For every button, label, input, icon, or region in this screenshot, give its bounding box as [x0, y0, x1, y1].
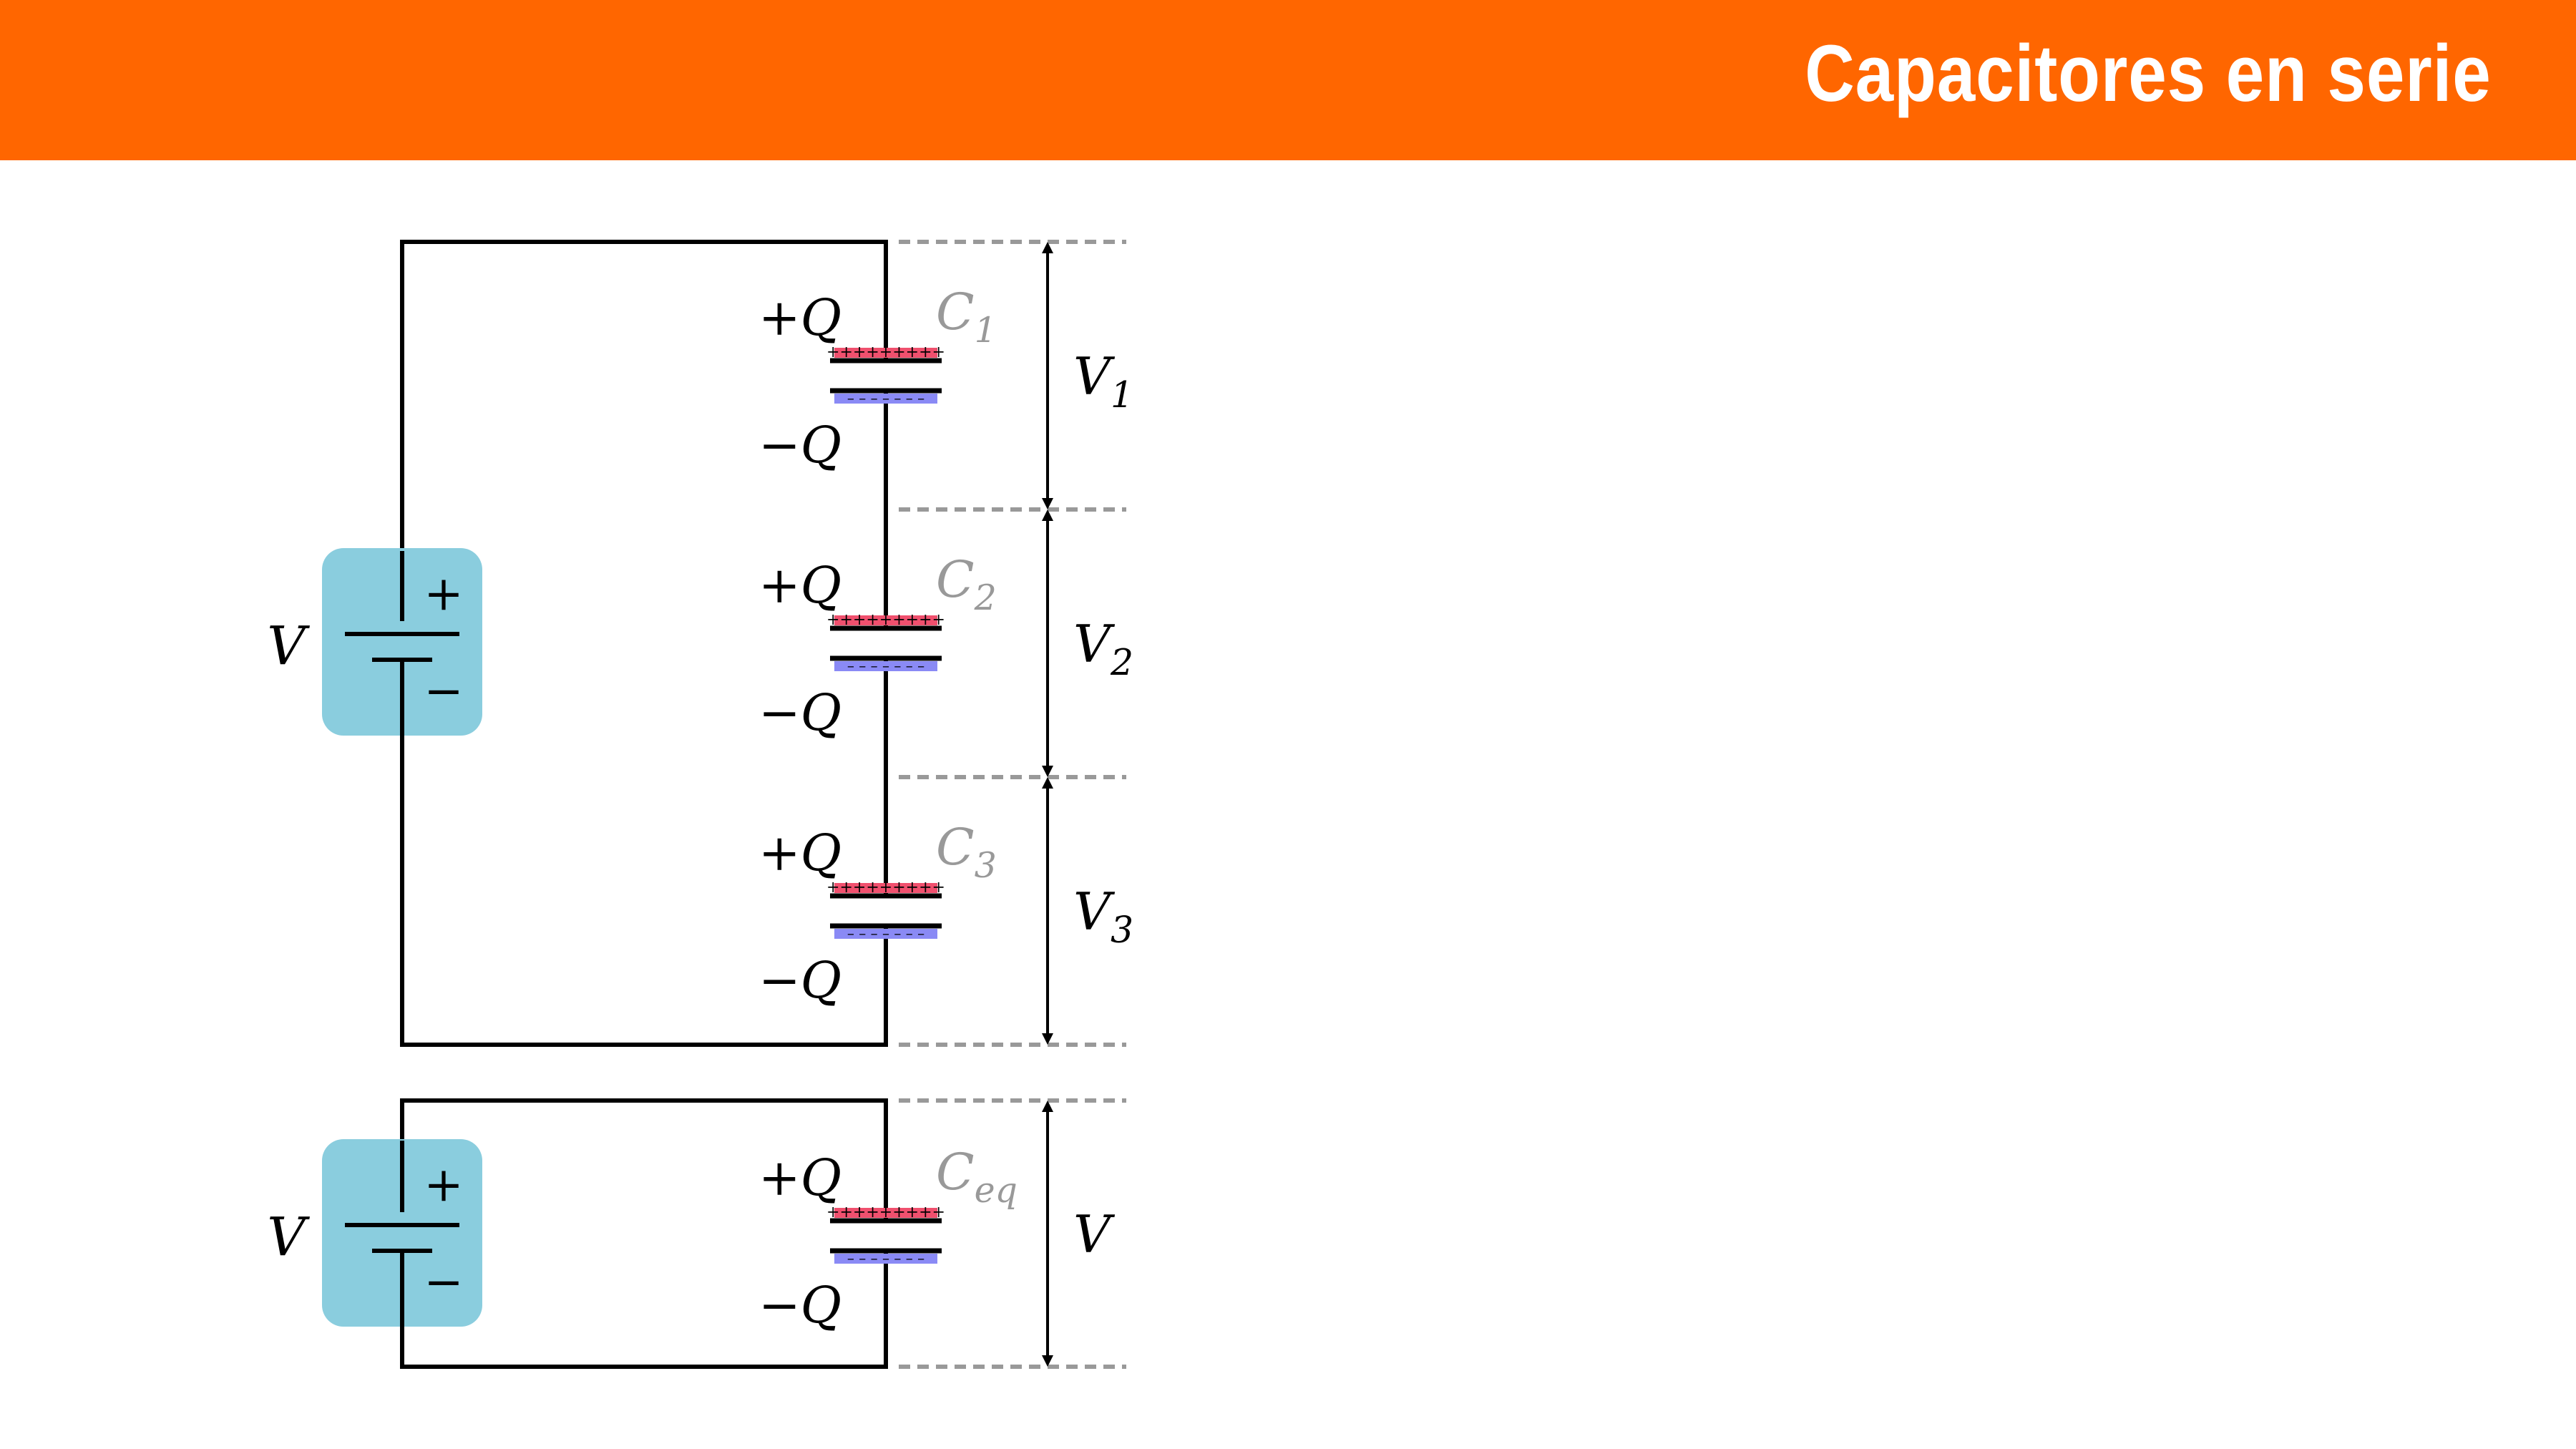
- voltage-bracket-3-arrow-bottom: [1042, 1033, 1053, 1045]
- voltage-bracket-3-label-subscript: 3: [1111, 909, 1133, 951]
- eq-battery-box: [322, 1139, 482, 1327]
- capacitor-3-name-label: C3: [936, 818, 997, 886]
- capacitor-eq-plus-q-label-main: +Q: [758, 1148, 841, 1207]
- voltage-bracket-1-label-subscript: 1: [1111, 374, 1133, 416]
- capacitor-eq-name-label-main: C: [936, 1143, 975, 1201]
- capacitor-eq-name-label: Ceq: [936, 1143, 1018, 1211]
- series-battery-box: [322, 548, 482, 736]
- eq-battery-label: V: [267, 1206, 310, 1268]
- series-battery-plus-sign: +: [424, 566, 463, 621]
- capacitor-2-name-label-main: C: [936, 550, 975, 609]
- capacitor-eq-minus-q-label-main: −Q: [758, 1276, 841, 1335]
- capacitor-2-name-label: C2: [936, 550, 997, 618]
- capacitor-1-minus-q-label: −Q: [758, 416, 841, 474]
- capacitor-1-minus-q-label-main: −Q: [758, 416, 841, 474]
- voltage-bracket-3-arrow-top: [1042, 777, 1053, 789]
- capacitor-3-plus-q-label-main: +Q: [758, 824, 841, 882]
- capacitor-eq-plus-q-label: +Q: [758, 1148, 841, 1207]
- capacitor-2-minus-q-label-main: −Q: [758, 683, 841, 742]
- capacitor-3-minus-q-label-main: −Q: [758, 951, 841, 1010]
- capacitor-2-plus-q-label-main: +Q: [758, 556, 841, 615]
- capacitor-2-negative-charge-strip: [834, 661, 937, 671]
- series-battery-minus-sign: −: [424, 663, 463, 718]
- capacitor-eq-negative-charge-strip: [834, 1254, 937, 1264]
- voltage-bracket-3-label: V3: [1073, 882, 1133, 951]
- voltage-bracket-eq-label-main: V: [1073, 1204, 1116, 1264]
- capacitor-2-positive-charge-strip: [834, 615, 937, 625]
- voltage-bracket-1-label-main: V: [1073, 346, 1116, 406]
- voltage-bracket-2-label-main: V: [1073, 614, 1116, 674]
- voltage-bracket-2-arrow-bottom: [1042, 766, 1053, 777]
- voltage-bracket-1-arrow-bottom: [1042, 498, 1053, 509]
- capacitor-3-minus-q-label: −Q: [758, 951, 841, 1010]
- capacitor-1-name-label-main: C: [936, 283, 975, 341]
- capacitor-1-name-label: C1: [936, 283, 997, 351]
- voltage-bracket-2-label-subscript: 2: [1110, 641, 1133, 683]
- capacitor-1-plus-q-label: +Q: [758, 288, 841, 347]
- series-battery-label-main: V: [267, 615, 310, 677]
- capacitor-3-plus-q-label: +Q: [758, 824, 841, 882]
- capacitor-1-positive-charge-strip: [834, 348, 937, 358]
- capacitor-2-plus-q-label: +Q: [758, 556, 841, 615]
- series-battery-label: V: [267, 615, 310, 677]
- capacitor-eq-positive-charge-strip: [834, 1208, 937, 1218]
- voltage-bracket-eq-label: V: [1073, 1204, 1116, 1264]
- capacitor-3-name-label-subscript: 3: [975, 845, 997, 886]
- capacitor-eq-name-label-subscript: eq: [975, 1170, 1018, 1211]
- voltage-bracket-2-label: V2: [1073, 614, 1133, 683]
- capacitor-1-plus-q-label-main: +Q: [758, 288, 841, 347]
- capacitor-1-negative-charge-strip: [834, 394, 937, 404]
- voltage-bracket-1-arrow-top: [1042, 242, 1053, 253]
- capacitor-3-positive-charge-strip: [834, 883, 937, 893]
- capacitor-3-negative-charge-strip: [834, 929, 937, 939]
- page-title: Capacitores en serie: [1805, 29, 2492, 118]
- eq-battery-plus-sign: +: [424, 1157, 463, 1212]
- capacitor-eq-minus-q-label: −Q: [758, 1276, 841, 1335]
- capacitor-2-name-label-subscript: 2: [974, 577, 997, 618]
- voltage-bracket-2-arrow-top: [1042, 509, 1053, 521]
- voltage-bracket-1-label: V1: [1073, 346, 1133, 416]
- voltage-bracket-3-label-main: V: [1073, 882, 1116, 942]
- eq-battery-label-main: V: [267, 1206, 310, 1268]
- capacitor-3-name-label-main: C: [936, 818, 975, 877]
- capacitor-2-minus-q-label: −Q: [758, 683, 841, 742]
- eq-battery-minus-sign: −: [424, 1254, 463, 1309]
- voltage-bracket-eq-arrow-bottom: [1042, 1355, 1053, 1367]
- capacitor-1-name-label-subscript: 1: [975, 310, 997, 351]
- header-bar: Capacitores en serie: [0, 0, 2576, 160]
- voltage-bracket-eq-arrow-top: [1042, 1101, 1053, 1112]
